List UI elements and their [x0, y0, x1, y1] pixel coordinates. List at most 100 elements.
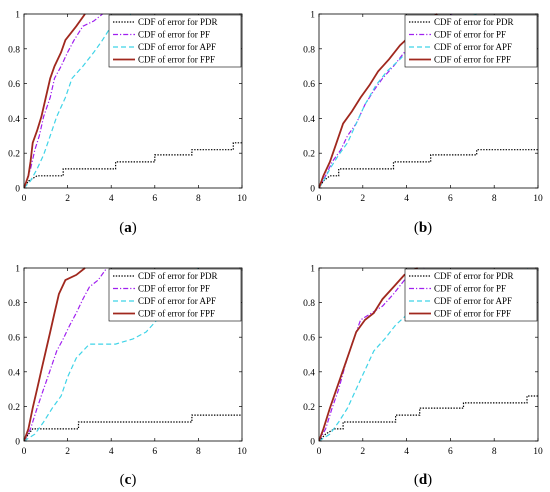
x-tick-label: 10 — [533, 447, 543, 457]
legend-entry-pf: CDF of error for PF — [138, 30, 210, 40]
legend-entry-pf: CDF of error for PF — [434, 30, 506, 40]
y-tick-label: 0.2 — [8, 403, 20, 413]
legend-entry-apf: CDF of error for APF — [138, 42, 216, 52]
legend-entry-pdr: CDF of error for PDR — [434, 17, 514, 27]
x-tick-label: 10 — [533, 194, 543, 204]
series-line-fpf — [24, 13, 86, 188]
x-tick-label: 0 — [22, 194, 27, 204]
y-tick-label: 0 — [310, 185, 315, 195]
y-tick-label: 0.6 — [303, 80, 315, 90]
legend-entry-apf: CDF of error for APF — [138, 296, 216, 306]
y-tick-label: 1 — [15, 11, 20, 21]
series-line-pf — [319, 13, 453, 188]
y-tick-label: 1 — [310, 11, 315, 21]
x-tick-label: 0 — [22, 447, 27, 457]
y-tick-label: 0 — [310, 438, 315, 448]
series-line-pdr — [319, 395, 538, 441]
x-tick-label: 8 — [196, 194, 201, 204]
axes-frame — [23, 13, 243, 189]
legend-entry-pf: CDF of error for PF — [138, 284, 210, 294]
axes-frame — [23, 267, 243, 442]
legend: CDF of error for PDR CDF of error for PF C… — [404, 14, 538, 68]
series-line-apf — [319, 267, 530, 441]
y-tick-label: 0 — [15, 185, 20, 195]
y-tick-label: 0.8 — [8, 45, 20, 55]
chart-panel-1: 0 2 4 6 8 10 0 0.2 0.4 0.6 0.8 1 CDF of error for PD… — [8, 11, 247, 237]
y-tick-label: 0.2 — [303, 403, 315, 413]
x-tick-label: 4 — [109, 447, 114, 457]
legend-entry-pf: CDF of error for PF — [434, 284, 506, 294]
series-line-fpf — [319, 267, 419, 441]
legend-entry-pdr: CDF of error for PDR — [138, 271, 218, 281]
y-tick-label: 0.6 — [8, 80, 20, 90]
y-tick-label: 0.2 — [8, 150, 20, 160]
x-tick-label: 2 — [65, 194, 70, 204]
x-tick-label: 4 — [404, 447, 409, 457]
series-lines — [24, 13, 242, 188]
legend-entry-apf: CDF of error for APF — [434, 296, 512, 306]
panel-label: (b) — [414, 220, 432, 236]
legend: CDF of error for PDR CDF of error for PF C… — [108, 14, 242, 68]
y-tick-label: 1 — [15, 265, 20, 275]
axes-frame — [318, 13, 539, 189]
panel-label: (a) — [119, 220, 137, 236]
legend-entry-pdr: CDF of error for PDR — [138, 17, 218, 27]
y-tick-label: 0 — [15, 438, 20, 448]
axes-frame — [318, 267, 539, 442]
y-tick-label: 0.4 — [303, 368, 315, 378]
legend-box — [404, 14, 538, 68]
y-tick-label: 0.8 — [303, 299, 315, 309]
y-tick-label: 1 — [310, 265, 315, 275]
chart-panel-2: 0 2 4 6 8 10 0 0.2 0.4 0.6 0.8 1 CDF of error for PD… — [303, 11, 543, 237]
y-tick-label: 0.2 — [303, 150, 315, 160]
x-tick-label: 4 — [109, 194, 114, 204]
series-line-apf — [24, 13, 132, 188]
series-line-pdr — [24, 142, 242, 188]
series-line-fpf — [24, 267, 86, 441]
series-line-pf — [24, 267, 108, 441]
legend-box — [404, 268, 538, 322]
legend: CDF of error for PDR CDF of error for PF C… — [108, 268, 242, 322]
x-tick-label: 8 — [492, 194, 497, 204]
chart-panel-4: 0 2 4 6 8 10 0 0.2 0.4 0.6 0.8 1 CDF of error for PD… — [303, 265, 543, 489]
series-lines — [319, 267, 538, 441]
x-tick-label: 2 — [65, 447, 70, 457]
x-tick-label: 10 — [237, 447, 247, 457]
x-tick-label: 6 — [152, 194, 157, 204]
legend-entry-fpf: CDF of error for FPF — [138, 55, 215, 65]
y-tick-label: 0.8 — [303, 45, 315, 55]
y-tick-label: 0.4 — [8, 115, 20, 125]
x-tick-label: 4 — [404, 194, 409, 204]
legend-entry-apf: CDF of error for APF — [434, 42, 512, 52]
legend-entry-fpf: CDF of error for FPF — [138, 309, 215, 319]
legend-entry-pdr: CDF of error for PDR — [434, 271, 514, 281]
series-line-pf — [24, 13, 103, 188]
x-tick-label: 8 — [492, 447, 497, 457]
legend-entry-fpf: CDF of error for FPF — [434, 309, 511, 319]
y-tick-label: 0.4 — [303, 115, 315, 125]
x-tick-label: 6 — [152, 447, 157, 457]
x-tick-label: 6 — [448, 194, 453, 204]
y-tick-label: 0.6 — [303, 334, 315, 344]
legend-box — [108, 268, 242, 322]
panel-label: (d) — [414, 472, 432, 488]
x-tick-label: 10 — [237, 194, 247, 204]
y-tick-label: 0.8 — [8, 299, 20, 309]
x-tick-label: 0 — [317, 194, 322, 204]
x-tick-label: 6 — [448, 447, 453, 457]
series-line-pf — [319, 267, 425, 441]
legend-entry-fpf: CDF of error for FPF — [434, 55, 511, 65]
series-line-pdr — [24, 414, 242, 441]
legend: CDF of error for PDR CDF of error for PF C… — [404, 268, 538, 322]
x-tick-label: 2 — [360, 194, 365, 204]
series-line-pdr — [319, 149, 538, 188]
x-tick-label: 2 — [360, 447, 365, 457]
x-tick-label: 0 — [317, 447, 322, 457]
chart-panel-3: 0 2 4 6 8 10 0 0.2 0.4 0.6 0.8 1 CDF of error for PD… — [8, 265, 247, 489]
panel-label: (c) — [120, 472, 137, 488]
y-tick-label: 0.4 — [8, 368, 20, 378]
y-tick-label: 0.6 — [8, 334, 20, 344]
legend-box — [108, 14, 242, 68]
x-tick-label: 8 — [196, 447, 201, 457]
